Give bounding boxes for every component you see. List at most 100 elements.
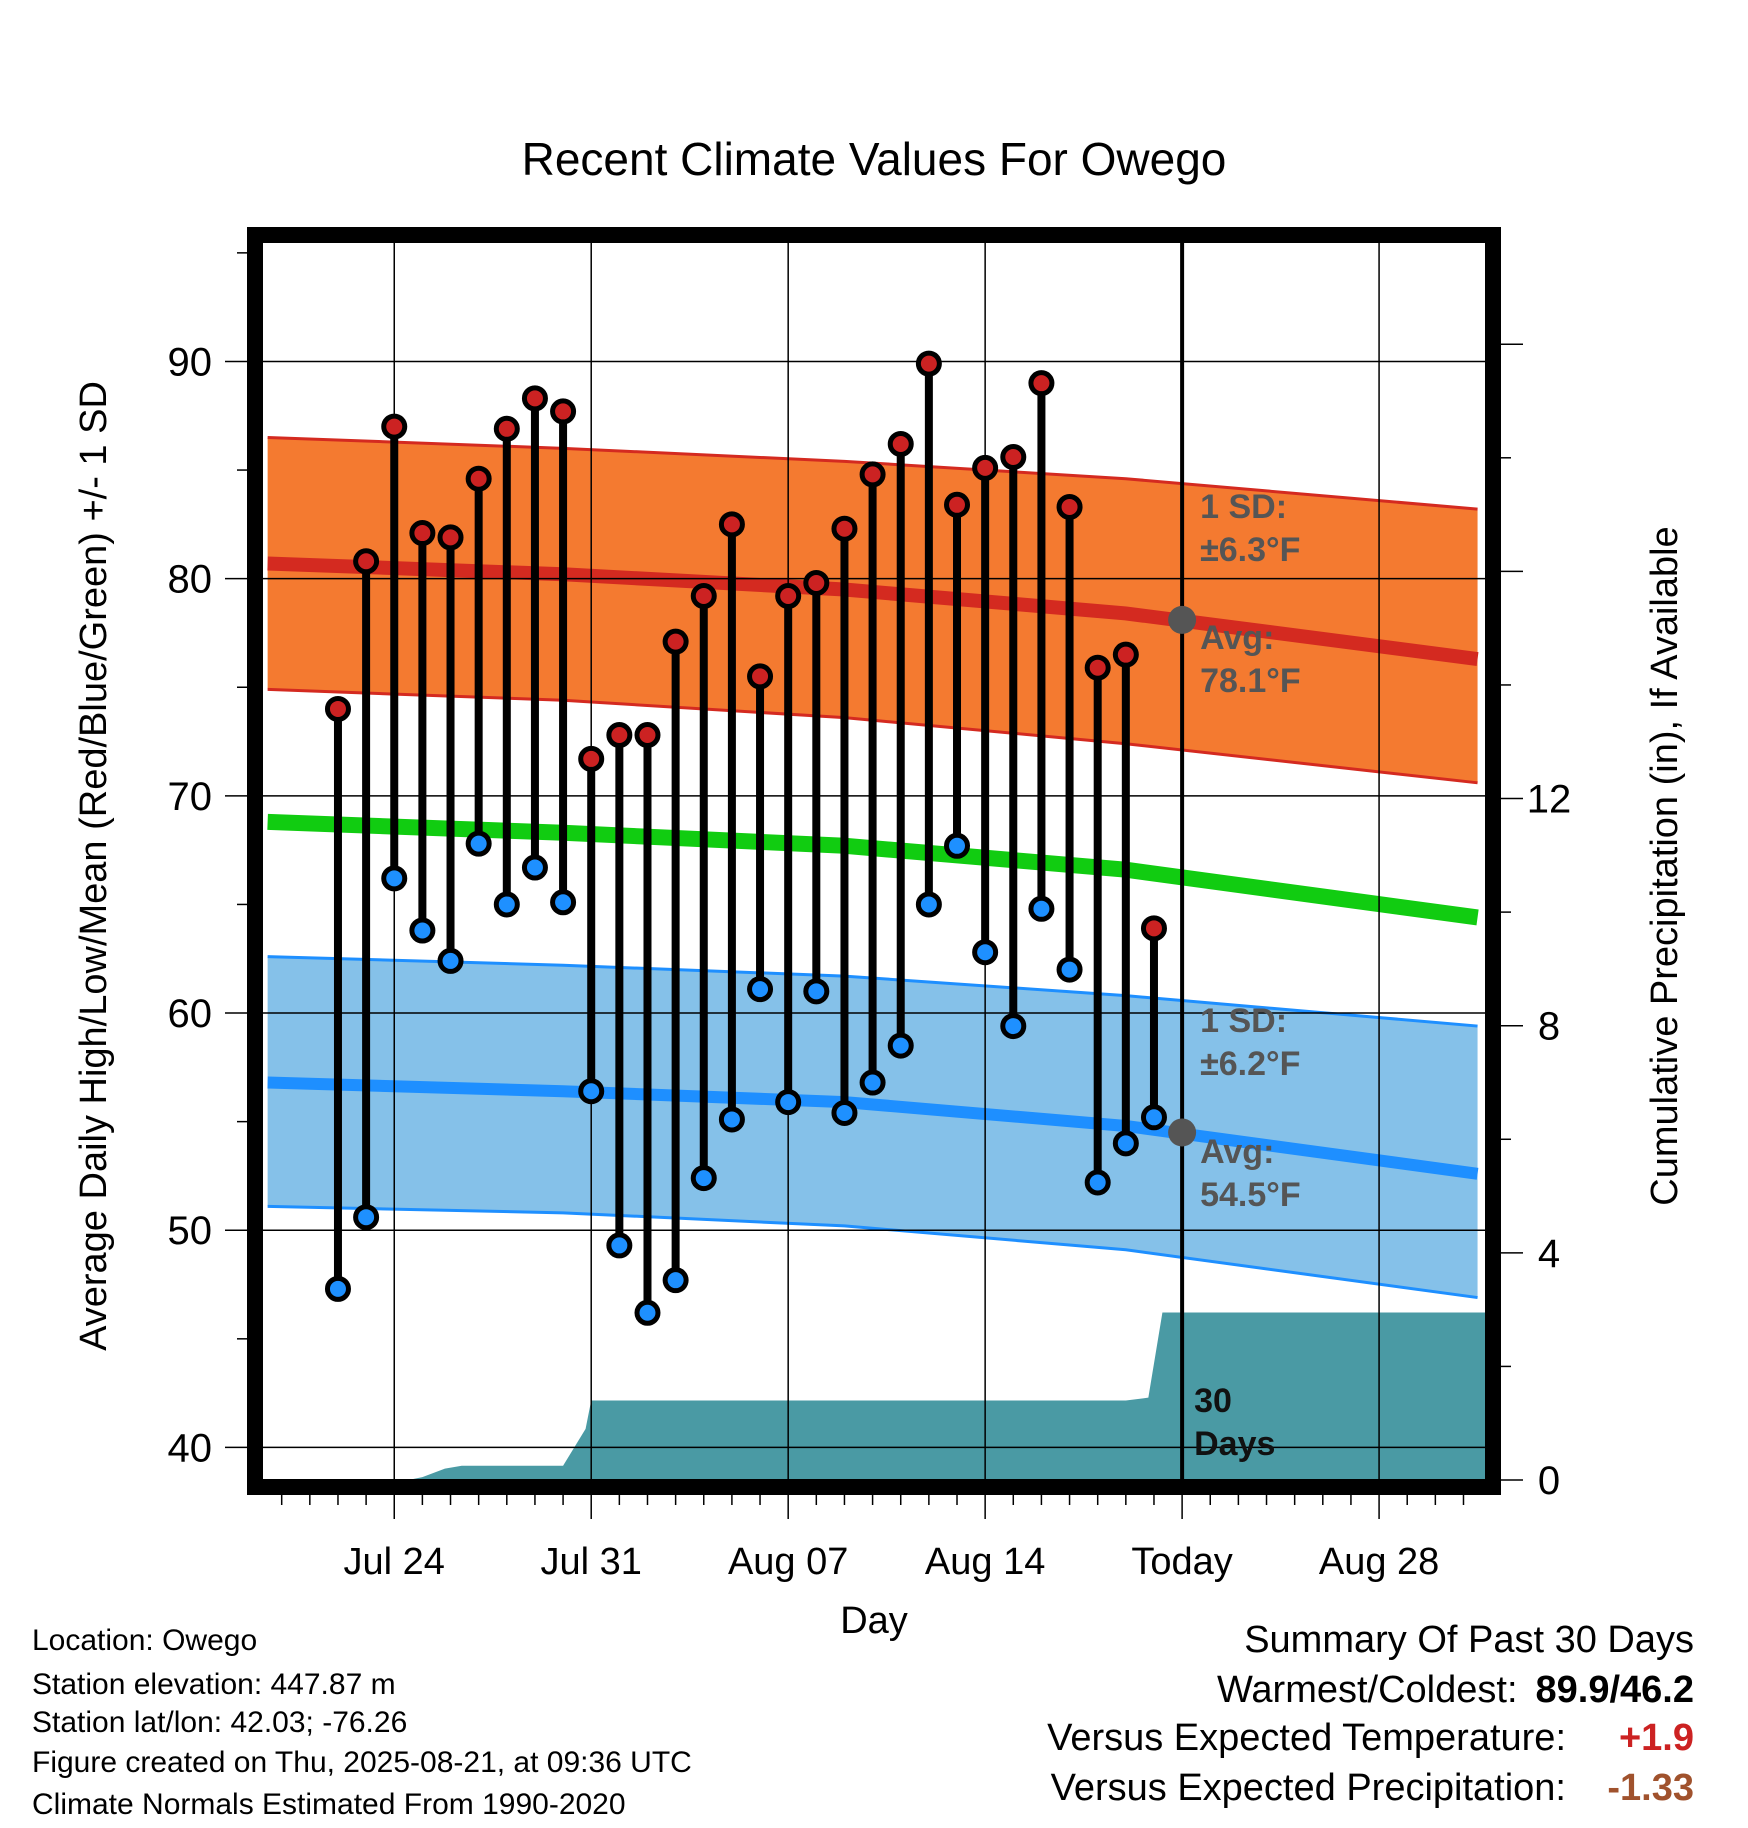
low-point — [1028, 895, 1055, 922]
plot-area — [262, 242, 1486, 1480]
high-point — [775, 583, 802, 610]
y-tick-label: 80 — [168, 558, 213, 602]
latlon-text: Station lat/lon: 42.03; -76.26 — [32, 1706, 408, 1739]
high-point — [1056, 493, 1083, 520]
x-tick-label: Aug 07 — [728, 1541, 848, 1583]
low-point — [803, 978, 830, 1005]
high-point — [634, 722, 661, 749]
high-point — [944, 491, 971, 518]
high-point — [381, 413, 408, 440]
high-point — [521, 385, 548, 412]
low-point — [887, 1032, 914, 1059]
high-point — [803, 569, 830, 596]
created-text: Figure created on Thu, 2025-08-21, at 09… — [32, 1746, 692, 1779]
x-tick-label: Jul 31 — [541, 1541, 642, 1583]
y2-tick-label: 8 — [1538, 1005, 1560, 1049]
high-point — [662, 628, 689, 655]
high-point — [1140, 915, 1167, 942]
high-point — [718, 511, 745, 538]
high-point — [324, 695, 351, 722]
elevation-text: Station elevation: 447.87 m — [32, 1668, 396, 1701]
low-point — [465, 830, 492, 857]
x-tick-label: Aug 14 — [925, 1541, 1045, 1583]
low-point — [353, 1204, 380, 1231]
high-point — [831, 515, 858, 542]
low-sd-label: 1 SD: — [1200, 1002, 1287, 1040]
high-point — [493, 415, 520, 442]
low-point — [915, 891, 942, 918]
low-avg-label: Avg: — [1200, 1133, 1274, 1171]
low-sd-lower-edge — [267, 1204, 1478, 1300]
high-point — [915, 350, 942, 377]
high-point — [1000, 444, 1027, 471]
low-point — [521, 854, 548, 881]
low-point — [1112, 1130, 1139, 1157]
summary-title: Summary Of Past 30 Days — [1244, 1619, 1694, 1661]
y2-tick-label: 0 — [1538, 1459, 1560, 1503]
chart-title: Recent Climate Values For Owego — [522, 133, 1227, 185]
high-point — [409, 520, 436, 547]
period-line-2: Days — [1194, 1425, 1275, 1463]
low-point — [1084, 1169, 1111, 1196]
low-point — [1140, 1104, 1167, 1131]
low-point — [944, 832, 971, 859]
high-point — [1112, 641, 1139, 668]
low-point — [578, 1078, 605, 1105]
x-axis-label: Day — [840, 1600, 908, 1642]
high-point — [690, 583, 717, 610]
high-point — [578, 745, 605, 772]
high-point — [1084, 654, 1111, 681]
low-sd-value: ±6.2°F — [1200, 1045, 1300, 1083]
low-point — [859, 1069, 886, 1096]
low-avg-value: 54.5°F — [1200, 1176, 1301, 1214]
high-avg-label: Avg: — [1200, 619, 1274, 657]
summary-temp: Versus Expected Temperature: +1.9 — [1047, 1718, 1694, 1758]
low-point — [409, 917, 436, 944]
plot-frame — [247, 227, 1501, 1495]
normals-text: Climate Normals Estimated From 1990-2020 — [32, 1788, 626, 1821]
precipitation-area — [262, 1312, 1486, 1480]
high-sd-upper-edge — [267, 435, 1478, 511]
temp-value: +1.9 — [1618, 1717, 1694, 1759]
warmest-label: Warmest/Coldest: — [1216, 1669, 1518, 1711]
warmest-value: 89.9/46.2 — [1535, 1669, 1694, 1711]
low-point — [381, 865, 408, 892]
y-tick-label: 40 — [168, 1426, 213, 1470]
high-point — [465, 465, 492, 492]
summary-precip: Versus Expected Precipitation: -1.33 — [1051, 1768, 1694, 1808]
y-axis-label: Average Daily High/Low/Mean (Red/Blue/Gr… — [73, 381, 115, 1351]
low-point — [634, 1299, 661, 1326]
low-point — [550, 889, 577, 916]
high-point — [887, 430, 914, 457]
low-point — [972, 939, 999, 966]
y-tick-label: 60 — [168, 992, 213, 1036]
high-point — [437, 524, 464, 551]
low-point — [1056, 956, 1083, 983]
low-point — [437, 947, 464, 974]
high-point — [353, 548, 380, 575]
x-tick-label: Aug 28 — [1319, 1541, 1439, 1583]
summary-warmest: Warmest/Coldest: 89.9/46.2 — [1217, 1670, 1694, 1710]
precip-value: -1.33 — [1607, 1767, 1694, 1809]
low-point — [831, 1099, 858, 1126]
low-point — [324, 1275, 351, 1302]
high-avg-value: 78.1°F — [1200, 662, 1301, 700]
high-point — [1028, 370, 1055, 397]
period-line-1: 30 — [1194, 1382, 1232, 1420]
location-text: Location: Owego — [32, 1624, 258, 1657]
y2-axis-label: Cumulative Precipitation (in), If Availa… — [1644, 526, 1686, 1205]
low-point — [718, 1106, 745, 1133]
high-sd-label: 1 SD: — [1200, 488, 1287, 526]
low-point — [747, 976, 774, 1003]
precip-label: Versus Expected Precipitation: — [1050, 1767, 1566, 1809]
high-sd-value: ±6.3°F — [1200, 531, 1300, 569]
low-point — [606, 1232, 633, 1259]
high-point — [859, 461, 886, 488]
low-point — [775, 1089, 802, 1116]
high-point — [606, 722, 633, 749]
high-point — [747, 663, 774, 690]
y-tick-label: 70 — [168, 775, 213, 819]
temp-label: Versus Expected Temperature: — [1047, 1717, 1566, 1759]
y2-tick-label: 4 — [1538, 1232, 1560, 1276]
